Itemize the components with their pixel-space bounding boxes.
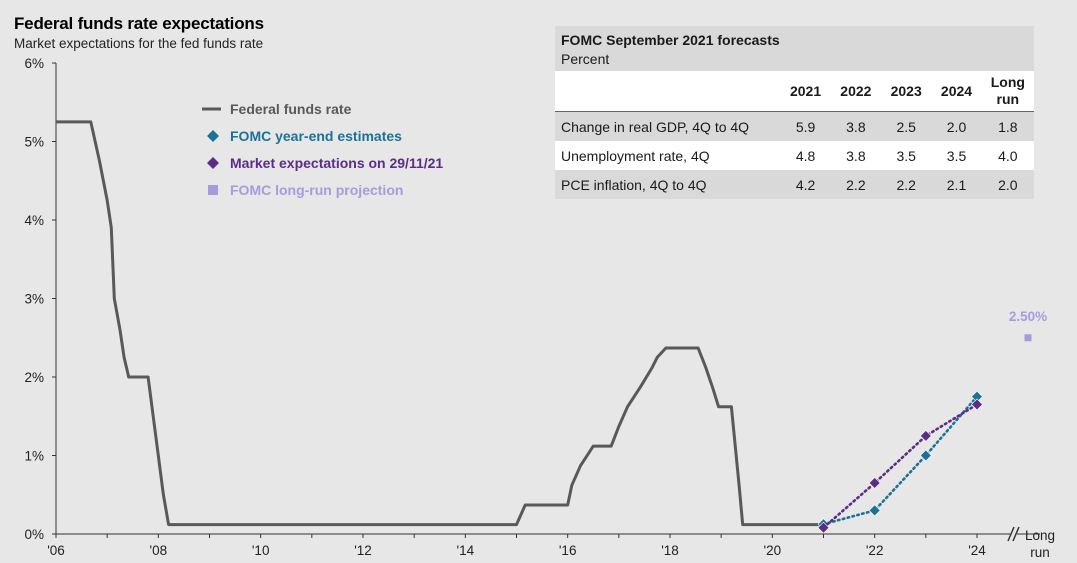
x-tick-label: '12: [354, 543, 372, 558]
table-cell: 1.8: [981, 111, 1034, 141]
y-tick-label: 6%: [24, 56, 44, 71]
table-cell: 2.5: [881, 111, 932, 141]
chart-title: Federal funds rate expectations: [14, 14, 264, 33]
x-tick-label: '10: [252, 543, 270, 558]
x-tick-label-longrun: run: [1030, 545, 1050, 560]
table-subtitle: Percent: [555, 49, 1034, 71]
x-tick-label: '22: [866, 543, 884, 558]
longrun-projection-point: [1024, 334, 1032, 342]
market-expectation-point: [868, 477, 881, 489]
y-tick-label: 2%: [24, 370, 44, 385]
table-row: PCE inflation, 4Q to 4Q 4.2 2.2 2.2 2.1 …: [555, 170, 1034, 199]
table-header-cell: 2021: [780, 71, 831, 112]
fomc-forecast-table: FOMC September 2021 forecasts Percent 20…: [555, 26, 1034, 199]
x-tick-label: '16: [559, 543, 577, 558]
table-header-blank: [555, 71, 781, 112]
y-tick-label: 1%: [24, 449, 44, 464]
table-cell: 4.0: [998, 147, 1018, 164]
table-cell: 5.9: [780, 111, 831, 141]
longrun-projection-label: 2.50%: [1009, 309, 1047, 324]
market-expectation-point: [817, 521, 830, 534]
y-tick-label: 0%: [24, 527, 44, 542]
table-cell: 3.8: [846, 147, 866, 164]
legend-square-icon: [208, 185, 218, 195]
table-cell: 2.0: [931, 111, 982, 141]
x-tick-label: '08: [150, 543, 168, 558]
table-cell: 2.1: [931, 170, 982, 199]
market-expectation-point: [919, 429, 932, 442]
chart-subtitle: Market expectations for the fed funds ra…: [14, 36, 264, 51]
table-row: Change in real GDP, 4Q to 4Q 5.9 3.8 2.5…: [555, 111, 1034, 141]
x-tick-label: '20: [764, 543, 782, 558]
y-tick-label: 4%: [24, 213, 44, 228]
x-tick-label: '06: [47, 543, 65, 558]
row-label: Change in real GDP, 4Q to 4Q: [555, 111, 781, 141]
row-label: PCE inflation, 4Q to 4Q: [555, 170, 781, 199]
table-cell: 2.2: [830, 170, 882, 199]
table-row: Unemployment rate, 4Q 4.8 3.8 3.5 3.5 4.…: [555, 141, 1034, 170]
fomc-estimate-line: [822, 395, 979, 526]
x-tick-label: '18: [661, 543, 679, 558]
market-expectation-point: [971, 398, 983, 411]
fomc-estimate-point: [919, 449, 932, 462]
row-label: Unemployment rate, 4Q: [561, 147, 710, 164]
table-cell: 3.5: [896, 147, 916, 164]
table-header-row: 2021 2022 2023 2024 Long run: [555, 71, 1034, 112]
x-tick-label: '14: [457, 543, 475, 558]
legend-label: FOMC long-run projection: [230, 182, 403, 198]
y-tick-label: 5%: [24, 135, 44, 150]
table-header-cell: Long run: [981, 71, 1034, 112]
table-cell: 2.0: [981, 170, 1034, 199]
table-cell: 4.2: [780, 170, 831, 199]
table-cell: 4.8: [795, 147, 816, 164]
table-cell: 2.2: [881, 170, 932, 199]
y-tick-label: 3%: [24, 292, 44, 307]
legend-diamond-icon: [207, 130, 219, 142]
table-cell: 3.5: [946, 147, 967, 164]
x-tick-label-longrun: Long: [1025, 528, 1055, 543]
fed-funds-rate-line: [56, 120, 820, 527]
legend-label: Federal funds rate: [230, 101, 352, 117]
legend-label: FOMC year-end estimates: [230, 128, 402, 144]
table-header-cell: 2023: [881, 71, 932, 112]
market-expectation-line: [822, 403, 979, 529]
axis-break-mark: [1012, 526, 1020, 542]
legend-diamond-icon: [207, 157, 219, 169]
table-title: FOMC September 2021 forecasts: [555, 26, 1034, 49]
legend-label: Market expectations on 29/11/21: [230, 155, 443, 171]
table-cell: 3.8: [830, 111, 882, 141]
axis-break-mark: [1007, 526, 1015, 542]
x-tick-label: '24: [968, 543, 986, 558]
table-header-cell: 2022: [830, 71, 882, 112]
table-header-cell: 2024: [931, 71, 982, 112]
fomc-estimate-point: [868, 504, 881, 517]
